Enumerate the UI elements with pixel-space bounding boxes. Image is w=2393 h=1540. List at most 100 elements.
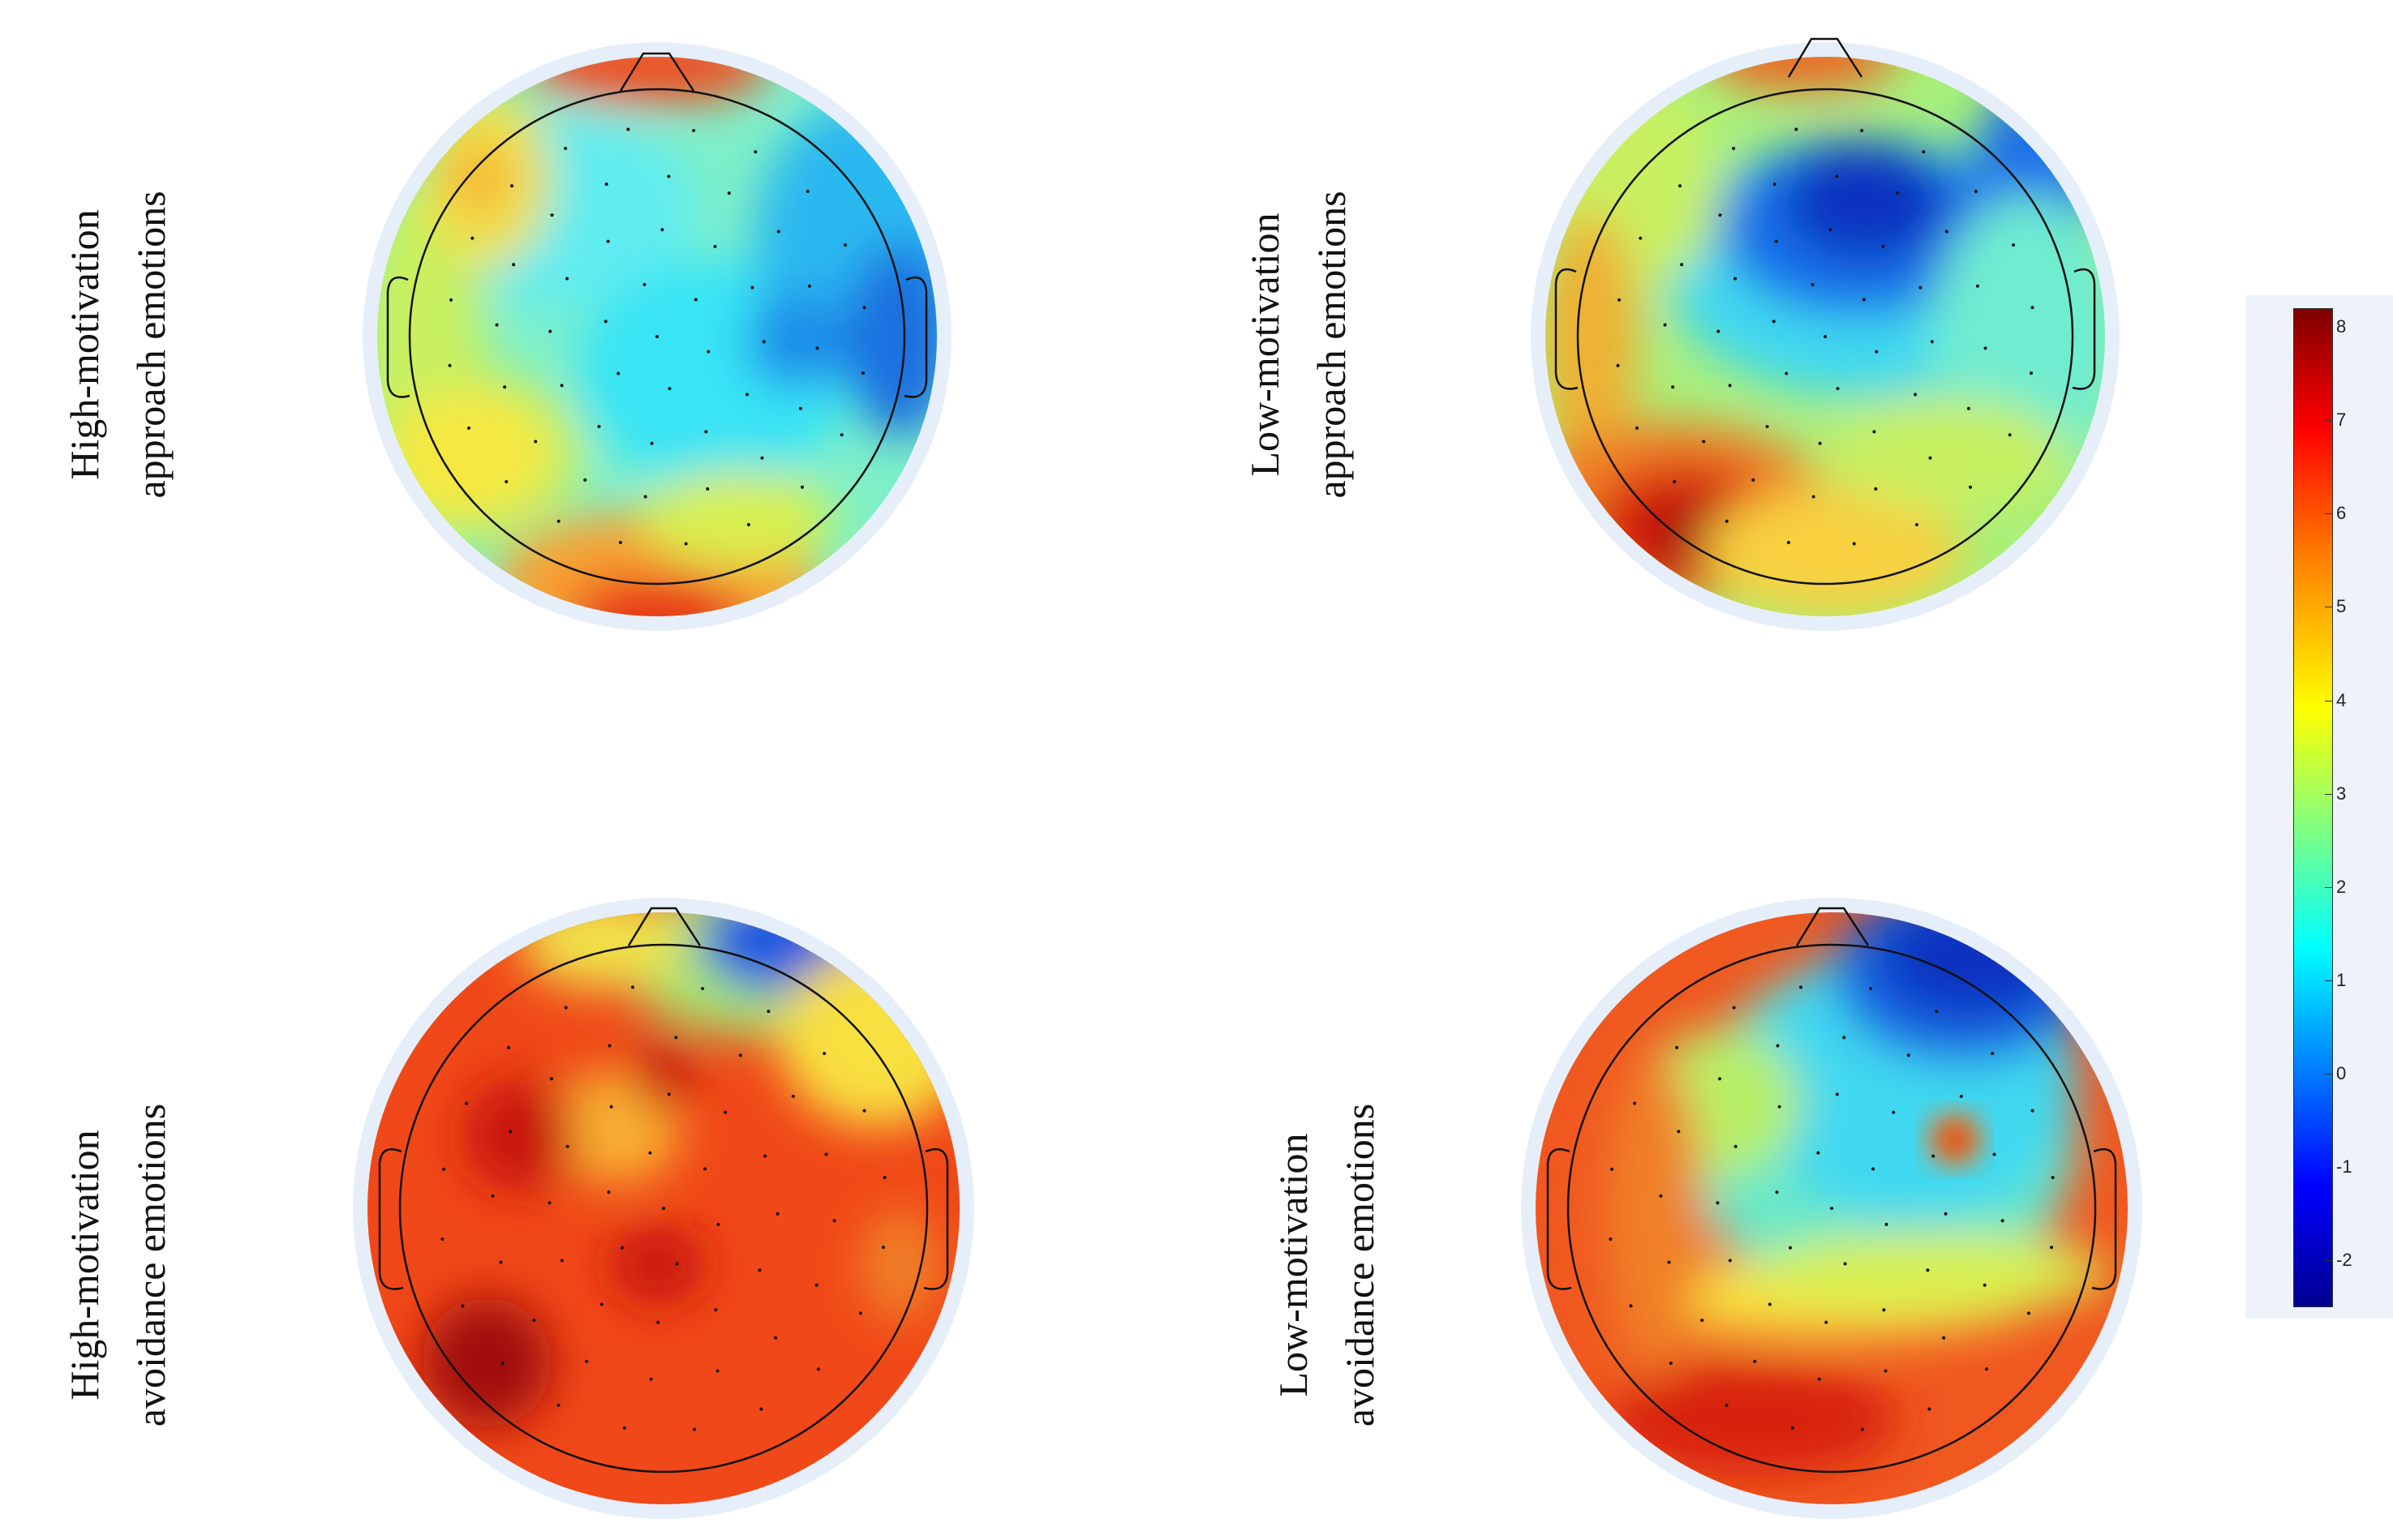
electrode-dot <box>564 147 568 150</box>
electrode-dot <box>1680 263 1684 267</box>
electrode-dot <box>617 371 621 375</box>
electrode-dot <box>1794 127 1798 131</box>
electrode-dot <box>1871 1167 1875 1171</box>
electrode-dot <box>694 298 698 302</box>
colorbar-tick-label: 8 <box>2336 316 2347 337</box>
electrode-dot <box>840 433 844 437</box>
electrode-dot <box>507 1045 510 1049</box>
electrode-dot <box>1824 1320 1828 1324</box>
electrode-dot <box>499 1260 503 1264</box>
electrode-dot <box>1874 487 1878 491</box>
electrode-dot <box>1732 1006 1736 1010</box>
electrode-dot <box>1776 1044 1780 1048</box>
electrode-dot <box>1884 1369 1888 1373</box>
colorbar-tickmark <box>2325 513 2333 515</box>
electrode-dot <box>604 320 608 324</box>
electrode-dot <box>1700 1319 1704 1323</box>
electrode-dot <box>2026 1311 2030 1315</box>
electrode-dot <box>1969 485 1972 489</box>
electrode-dot <box>1751 478 1755 482</box>
electrode-dot <box>1659 1194 1663 1198</box>
electrode-dot <box>1875 350 1879 354</box>
electrode-dot <box>1906 1053 1910 1057</box>
electrode-dot <box>560 1259 564 1263</box>
electrode-dot <box>1775 1190 1779 1195</box>
electrode-dot <box>824 1152 828 1156</box>
electrode-dot <box>1777 1105 1781 1109</box>
electrode-dot <box>1772 182 1776 187</box>
electrode-dot <box>684 542 688 546</box>
electrode-dot <box>727 191 731 195</box>
electrode-dot <box>858 1311 862 1315</box>
electrode-dot <box>662 1207 665 1210</box>
electrode-dot <box>491 1194 495 1198</box>
electrode-dot <box>532 1319 536 1323</box>
electrode-dot <box>643 495 647 499</box>
electrode-dot <box>1927 1407 1931 1411</box>
electrode-dot <box>738 1053 742 1057</box>
electrode-dot <box>713 245 717 248</box>
colorbar-tick-label: 7 <box>2336 410 2347 431</box>
electrode-dot <box>448 363 452 367</box>
topomap-hm-approach <box>363 42 952 631</box>
electrode-dot <box>1616 363 1620 367</box>
electrode-dot <box>798 406 802 410</box>
electrode-dot <box>1882 1308 1886 1312</box>
electrode-dot <box>660 228 664 232</box>
electrode-dot <box>1975 284 1979 288</box>
electrode-dot <box>1836 387 1840 391</box>
electrode-dot <box>882 1246 885 1250</box>
electrode-dot <box>1861 1427 1864 1431</box>
electrode-dot <box>556 1403 561 1407</box>
electrode-dot <box>1895 191 1899 195</box>
electrode-dot <box>750 285 754 290</box>
electrode-dot <box>1944 229 1948 234</box>
electrode-dot <box>442 1167 445 1171</box>
electrode-dot <box>608 1044 612 1048</box>
colorbar-gradient <box>2293 308 2333 1307</box>
electrode-dot <box>667 1092 671 1096</box>
electrode-dot <box>1678 184 1682 188</box>
electrode-dot <box>776 229 780 234</box>
colorbar-tickmark <box>2325 886 2333 888</box>
electrode-dot <box>606 239 610 243</box>
electrode-dot <box>597 425 601 428</box>
electrode-dot <box>1872 430 1876 434</box>
electrode-dot <box>560 384 564 388</box>
electrode-dot <box>1935 1010 1939 1014</box>
electrode-dot <box>767 1010 771 1014</box>
electrode-dot <box>791 1094 795 1098</box>
electrode-dot <box>2008 433 2012 437</box>
electrode-dot <box>449 298 453 302</box>
colorbar-tick-label: 3 <box>2336 783 2347 804</box>
electrode-dot <box>1716 329 1721 333</box>
electrode-dot <box>621 1246 624 1250</box>
electrode-dot <box>609 1105 613 1109</box>
electrode-dot <box>548 1201 552 1205</box>
electrode-dot <box>758 1268 762 1272</box>
electrode-dot <box>1639 236 1643 240</box>
colorbar-tick-label: 2 <box>2336 876 2347 897</box>
colorbar-tickmark <box>2325 327 2333 328</box>
electrode-dot <box>1992 1152 1996 1156</box>
colorbar-tickmark <box>2325 1260 2333 1262</box>
electrode-dot <box>2000 1219 2004 1223</box>
electrode-dot <box>1818 441 1822 445</box>
electrode-dot <box>1811 495 1815 499</box>
topomap-lm-avoidance <box>1521 898 2142 1519</box>
electrode-dot <box>583 478 587 482</box>
electrode-dot <box>807 284 811 288</box>
electrode-dot <box>505 480 509 483</box>
electrode-dot <box>1914 393 1917 397</box>
electrode-dot <box>1633 1101 1637 1105</box>
colorbar-tick-label: 1 <box>2336 970 2347 990</box>
electrode-dot <box>1618 298 1621 302</box>
electrode-dot <box>844 243 847 247</box>
electrode-dot <box>714 1308 718 1312</box>
electrode-dot <box>1768 1302 1772 1306</box>
electrode-dot <box>1734 1144 1738 1148</box>
electrode-dot <box>814 1283 818 1287</box>
electrode-dot <box>1732 147 1736 150</box>
electrode-dot <box>465 1101 469 1105</box>
